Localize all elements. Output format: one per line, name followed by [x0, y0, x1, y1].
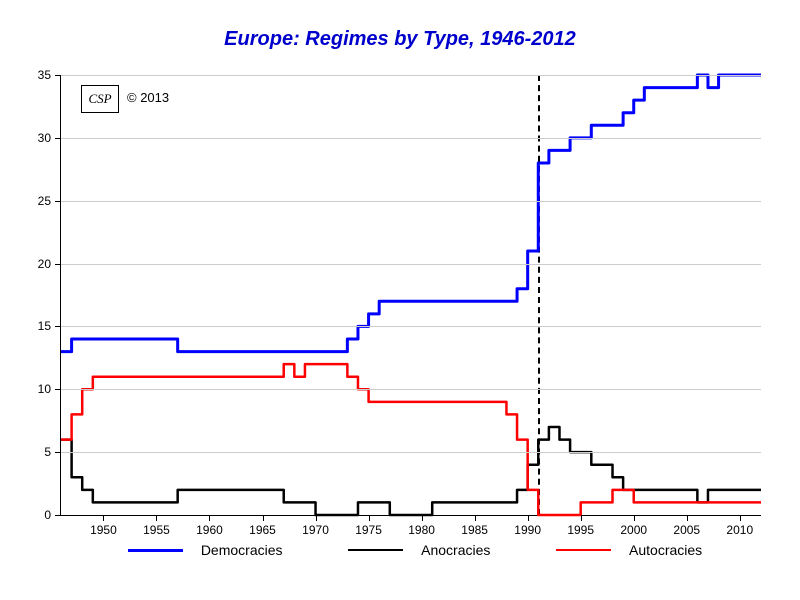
xtick-label: 1965	[249, 523, 276, 537]
ytick	[55, 201, 61, 202]
ytick-label: 5	[44, 445, 51, 459]
xtick	[475, 515, 476, 521]
legend-item-autocracies: Autocracies	[556, 542, 702, 558]
grid-line	[61, 389, 761, 390]
ytick	[55, 452, 61, 453]
xtick-label: 2000	[620, 523, 647, 537]
grid-line	[61, 138, 761, 139]
xtick	[422, 515, 423, 521]
ytick	[55, 326, 61, 327]
xtick-label: 1960	[196, 523, 223, 537]
xtick	[740, 515, 741, 521]
xtick-label: 1985	[461, 523, 488, 537]
xtick-label: 2005	[673, 523, 700, 537]
xtick	[528, 515, 529, 521]
xtick	[103, 515, 104, 521]
xtick-label: 2010	[726, 523, 753, 537]
xtick	[209, 515, 210, 521]
legend-label: Anocracies	[421, 542, 490, 558]
grid-line	[61, 201, 761, 202]
ytick-label: 0	[44, 508, 51, 522]
ytick-label: 15	[38, 319, 51, 333]
legend-label: Autocracies	[629, 542, 702, 558]
series-democracies	[61, 75, 761, 352]
copyright-text: © 2013	[127, 90, 169, 105]
xtick	[687, 515, 688, 521]
ytick	[55, 389, 61, 390]
xtick	[156, 515, 157, 521]
grid-line	[61, 326, 761, 327]
xtick-label: 1955	[143, 523, 170, 537]
ytick-label: 10	[38, 382, 51, 396]
series-autocracies	[61, 364, 761, 515]
grid-line	[61, 264, 761, 265]
xtick-label: 1990	[514, 523, 541, 537]
ytick	[55, 515, 61, 516]
ytick-label: 25	[38, 194, 51, 208]
ytick-label: 20	[38, 257, 51, 271]
ytick	[55, 75, 61, 76]
grid-line	[61, 75, 761, 76]
xtick-label: 1975	[355, 523, 382, 537]
ytick-label: 35	[38, 68, 51, 82]
chart-lines	[61, 75, 761, 515]
xtick-label: 1950	[90, 523, 117, 537]
legend-swatch	[128, 549, 183, 552]
xtick	[634, 515, 635, 521]
legend-label: Democracies	[201, 542, 283, 558]
xtick	[263, 515, 264, 521]
xtick	[369, 515, 370, 521]
xtick	[581, 515, 582, 521]
ytick	[55, 264, 61, 265]
legend-item-anocracies: Anocracies	[348, 542, 490, 558]
grid-line	[61, 452, 761, 453]
legend-swatch	[348, 549, 403, 551]
xtick	[316, 515, 317, 521]
xtick-label: 1970	[302, 523, 329, 537]
legend-swatch	[556, 549, 611, 551]
legend-item-democracies: Democracies	[128, 542, 283, 558]
csp-logo: CSP	[81, 85, 119, 113]
xtick-label: 1995	[567, 523, 594, 537]
xtick-label: 1980	[408, 523, 435, 537]
chart-title: Europe: Regimes by Type, 1946-2012	[0, 28, 800, 51]
chart-legend: Democracies Anocracies Autocracies	[95, 542, 735, 558]
ytick	[55, 138, 61, 139]
ytick-label: 30	[38, 131, 51, 145]
plot-area: CSP © 2013 05101520253035195019551960196…	[60, 75, 761, 516]
